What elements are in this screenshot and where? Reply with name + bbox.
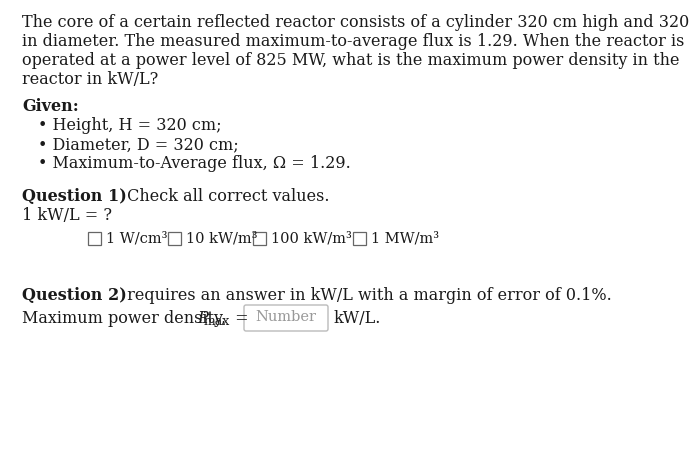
Text: 1 MW/m³: 1 MW/m³ <box>371 231 439 245</box>
Text: requires an answer in kW/L with a margin of error of 0.1%.: requires an answer in kW/L with a margin… <box>122 287 612 304</box>
Text: P: P <box>197 310 208 327</box>
Text: 1 W/cm³: 1 W/cm³ <box>106 231 167 245</box>
Text: Given:: Given: <box>22 98 79 115</box>
Text: Question 1): Question 1) <box>22 188 127 205</box>
Text: =: = <box>230 310 254 327</box>
Text: • Maximum-to-Average flux, Ω = 1.29.: • Maximum-to-Average flux, Ω = 1.29. <box>38 155 351 172</box>
FancyBboxPatch shape <box>353 232 366 245</box>
Text: kW/L.: kW/L. <box>334 310 381 327</box>
FancyBboxPatch shape <box>253 232 266 245</box>
Text: 100 kW/m³: 100 kW/m³ <box>271 231 352 245</box>
Text: in diameter. The measured maximum-to-average flux is 1.29. When the reactor is: in diameter. The measured maximum-to-ave… <box>22 33 684 50</box>
Text: • Height, H = 320 cm;: • Height, H = 320 cm; <box>38 117 221 134</box>
Text: Maximum power density,: Maximum power density, <box>22 310 231 327</box>
Text: Number: Number <box>255 310 316 324</box>
Text: max: max <box>204 315 230 328</box>
Text: • Diameter, D = 320 cm;: • Diameter, D = 320 cm; <box>38 136 239 153</box>
Text: 10 kW/m³: 10 kW/m³ <box>186 231 257 245</box>
Text: Question 2): Question 2) <box>22 287 127 304</box>
Text: operated at a power level of 825 MW, what is the maximum power density in the: operated at a power level of 825 MW, wha… <box>22 52 680 69</box>
Text: 1 kW/L = ?: 1 kW/L = ? <box>22 207 112 224</box>
FancyBboxPatch shape <box>88 232 101 245</box>
Text: The core of a certain reflected reactor consists of a cylinder 320 cm high and 3: The core of a certain reflected reactor … <box>22 14 692 31</box>
FancyBboxPatch shape <box>168 232 181 245</box>
Text: Check all correct values.: Check all correct values. <box>122 188 329 205</box>
FancyBboxPatch shape <box>244 305 328 331</box>
Text: reactor in kW/L?: reactor in kW/L? <box>22 71 158 88</box>
